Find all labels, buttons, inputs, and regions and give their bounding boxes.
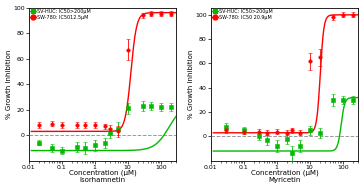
Legend: SV-HUC: IC50>200μM, SW-780: IC5012.5μM: SV-HUC: IC50>200μM, SW-780: IC5012.5μM <box>30 9 92 20</box>
Y-axis label: % Growth Inhibition: % Growth Inhibition <box>187 50 194 119</box>
Y-axis label: % Growth Inhibition: % Growth Inhibition <box>5 50 12 119</box>
X-axis label: Concentration (μM)
Isorhamnetin: Concentration (μM) Isorhamnetin <box>69 170 136 184</box>
Legend: SV-HUC: IC50>200μM, SW-780: IC50 20.9μM: SV-HUC: IC50>200μM, SW-780: IC50 20.9μM <box>212 9 274 20</box>
X-axis label: Concentration (μM)
Myricetin: Concentration (μM) Myricetin <box>251 170 318 184</box>
